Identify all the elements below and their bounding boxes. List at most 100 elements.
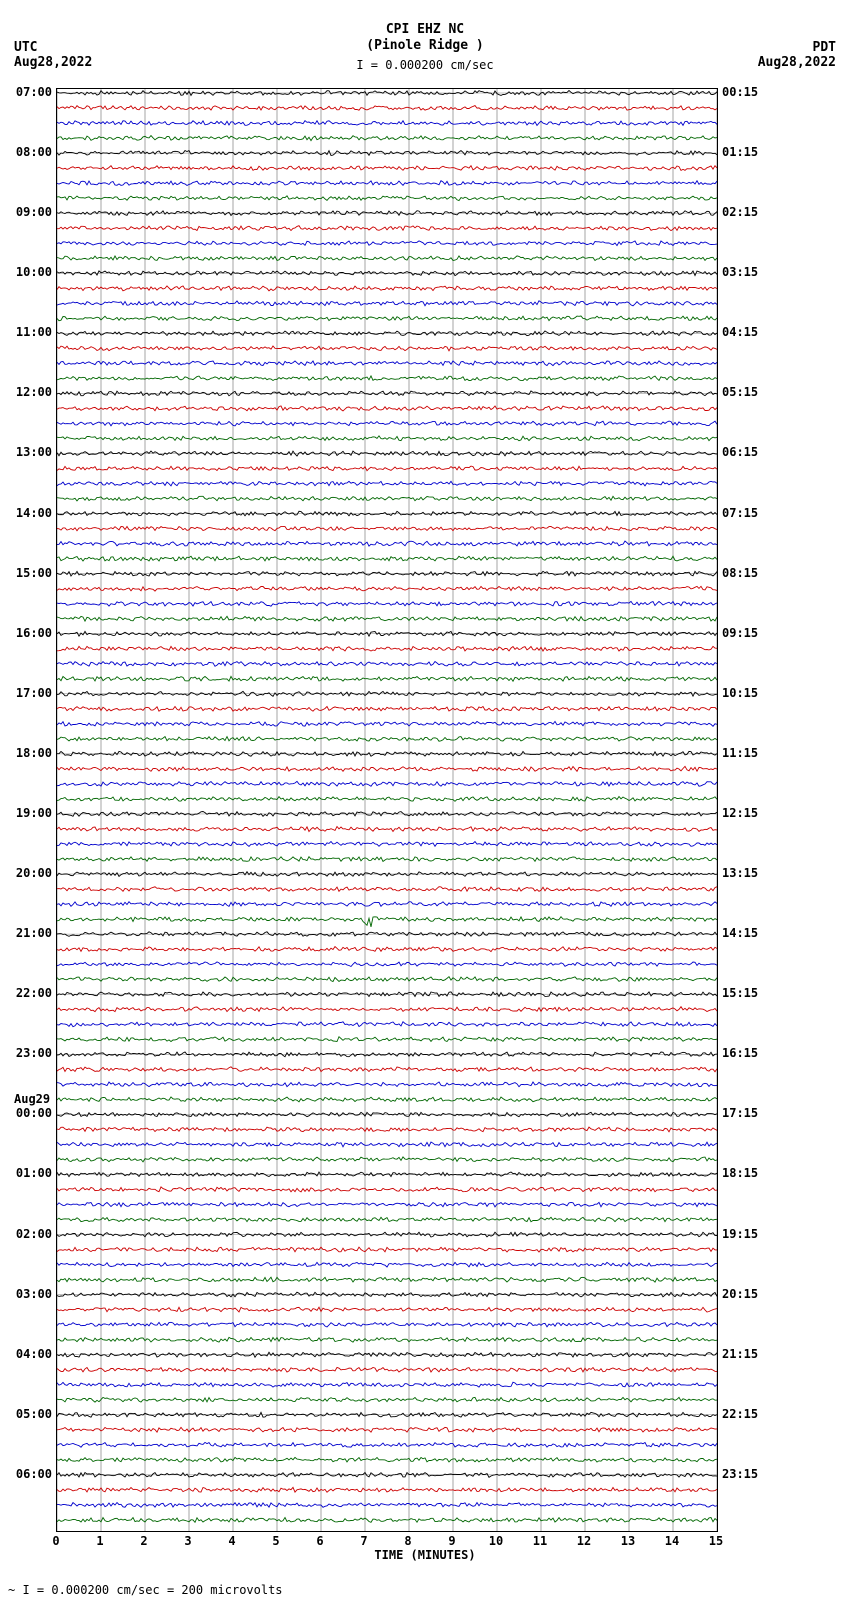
seismic-trace	[57, 977, 717, 982]
pdt-hour-label: 03:15	[722, 265, 758, 279]
seismic-trace	[57, 346, 717, 351]
utc-hour-label: 08:00	[10, 145, 52, 159]
seismic-trace	[57, 1247, 717, 1252]
x-tick-label: 10	[489, 1534, 503, 1548]
seismogram-container: CPI EHZ NC (Pinole Ridge ) I = 0.000200 …	[0, 0, 850, 1613]
x-tick-label: 7	[360, 1534, 367, 1548]
footer-scale: ~ I = 0.000200 cm/sec = 200 microvolts	[8, 1583, 283, 1597]
station-location: (Pinole Ridge )	[0, 38, 850, 53]
utc-hour-label: 16:00	[10, 626, 52, 640]
x-tick-label: 12	[577, 1534, 591, 1548]
seismic-trace	[57, 421, 717, 426]
x-tick-label: 14	[665, 1534, 679, 1548]
seismic-trace	[57, 1518, 717, 1523]
seismic-trace	[57, 586, 717, 591]
seismic-trace	[57, 797, 717, 802]
seismic-trace	[57, 271, 717, 276]
seismic-trace	[57, 121, 717, 126]
seismic-trace	[57, 151, 717, 156]
seismic-trace	[57, 1157, 717, 1162]
utc-hour-label: 09:00	[10, 205, 52, 219]
seismic-trace	[57, 737, 717, 742]
pdt-hour-label: 01:15	[722, 145, 758, 159]
utc-hour-label: 07:00	[10, 85, 52, 99]
x-tick-label: 6	[316, 1534, 323, 1548]
seismic-trace	[57, 1442, 717, 1447]
seismic-trace	[57, 646, 717, 651]
seismic-trace	[57, 526, 717, 530]
seismic-trace	[57, 1382, 717, 1387]
seismic-trace	[57, 616, 717, 621]
x-axis-label: TIME (MINUTES)	[0, 1548, 850, 1562]
seismic-trace	[57, 481, 717, 486]
pdt-hour-label: 00:15	[722, 85, 758, 99]
x-tick-label: 5	[272, 1534, 279, 1548]
seismic-trace	[57, 827, 717, 832]
seismic-trace	[57, 601, 717, 606]
utc-date: Aug28,2022	[14, 55, 92, 70]
seismic-trace	[57, 226, 717, 231]
seismic-trace	[57, 541, 717, 546]
scale-legend: I = 0.000200 cm/sec	[0, 58, 850, 72]
seismic-trace	[57, 1097, 717, 1102]
pdt-hour-label: 18:15	[722, 1166, 758, 1180]
seismic-trace	[57, 857, 717, 862]
utc-hour-label: 22:00	[10, 986, 52, 1000]
seismic-trace	[57, 316, 717, 321]
seismic-trace	[57, 1277, 717, 1282]
seismic-trace	[57, 556, 717, 561]
pdt-hour-label: 06:15	[722, 445, 758, 459]
x-tick-label: 15	[709, 1534, 723, 1548]
x-tick-label: 0	[52, 1534, 59, 1548]
pdt-hour-label: 08:15	[722, 566, 758, 580]
seismic-trace	[57, 1172, 717, 1177]
utc-hour-label: 15:00	[10, 566, 52, 580]
seismic-trace	[57, 917, 717, 927]
x-tick-label: 11	[533, 1534, 547, 1548]
pdt-date: Aug28,2022	[758, 55, 836, 70]
pdt-hour-label: 09:15	[722, 626, 758, 640]
x-tick-label: 1	[96, 1534, 103, 1548]
pdt-hour-label: 13:15	[722, 866, 758, 880]
utc-hour-label: 17:00	[10, 686, 52, 700]
utc-hour-label: 01:00	[10, 1166, 52, 1180]
pdt-hour-label: 20:15	[722, 1287, 758, 1301]
seismic-trace	[57, 721, 717, 726]
utc-hour-label: 21:00	[10, 926, 52, 940]
seismic-trace	[57, 1007, 717, 1012]
seismic-trace	[57, 436, 717, 441]
station-title: CPI EHZ NC	[0, 22, 850, 37]
pdt-hour-label: 10:15	[722, 686, 758, 700]
seismic-trace	[57, 166, 717, 171]
x-tick-label: 9	[448, 1534, 455, 1548]
seismic-trace	[57, 136, 717, 141]
x-tick-label: 3	[184, 1534, 191, 1548]
seismic-trace	[57, 781, 717, 786]
seismic-trace	[57, 842, 717, 847]
utc-hour-label: 03:00	[10, 1287, 52, 1301]
seismic-trace	[57, 1067, 717, 1072]
seismic-trace	[57, 1037, 717, 1042]
seismic-trace	[57, 181, 717, 186]
seismic-trace	[57, 1082, 717, 1087]
day-break-label: Aug29	[14, 1092, 50, 1106]
seismic-trace	[57, 466, 717, 471]
seismic-trace	[57, 106, 717, 111]
utc-hour-label: 06:00	[10, 1467, 52, 1481]
seismic-trace	[57, 1127, 717, 1132]
pdt-hour-label: 22:15	[722, 1407, 758, 1421]
seismic-trace	[57, 1427, 717, 1432]
utc-hour-label: 12:00	[10, 385, 52, 399]
pdt-hour-label: 15:15	[722, 986, 758, 1000]
utc-hour-label: 13:00	[10, 445, 52, 459]
seismic-trace	[57, 376, 717, 381]
utc-hour-label: 20:00	[10, 866, 52, 880]
seismic-trace	[57, 361, 717, 366]
seismic-trace	[57, 947, 717, 952]
pdt-hour-label: 07:15	[722, 506, 758, 520]
seismic-trace	[57, 1262, 717, 1267]
seismic-trace	[57, 1202, 717, 1207]
seismic-trace	[57, 707, 717, 712]
seismic-trace	[57, 1457, 717, 1462]
seismic-trace	[57, 1337, 717, 1342]
